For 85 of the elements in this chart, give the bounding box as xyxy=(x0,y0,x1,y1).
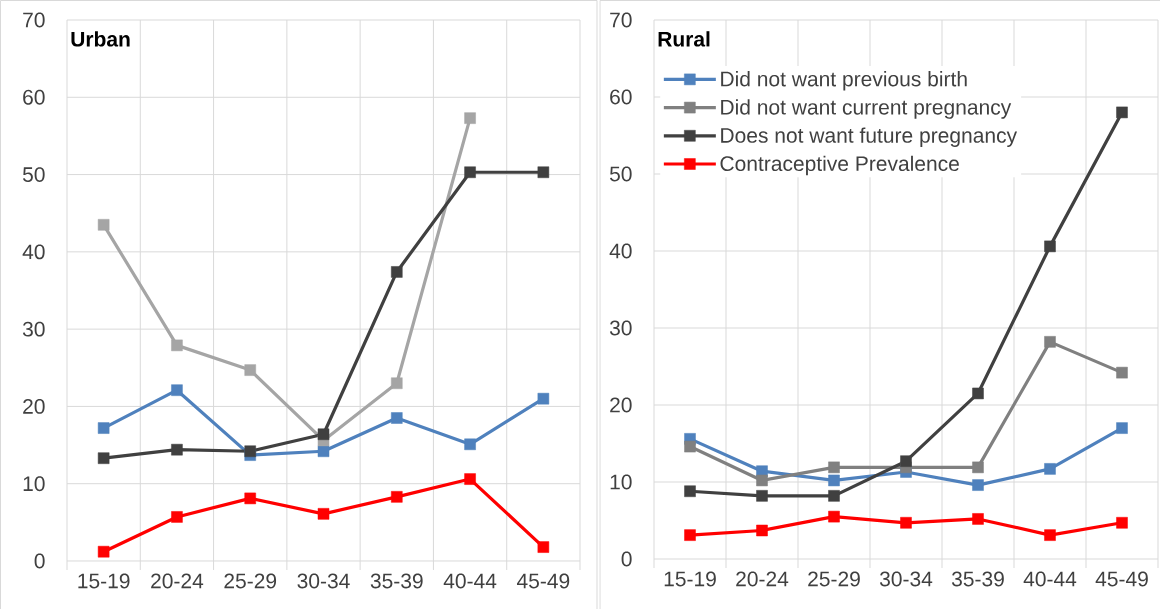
x-tick-label: 45-49 xyxy=(516,573,570,589)
point xyxy=(828,490,840,502)
point xyxy=(1044,529,1056,541)
x-tick-label: 30-34 xyxy=(879,571,933,587)
point xyxy=(684,440,696,453)
point xyxy=(391,491,403,503)
point xyxy=(317,508,330,520)
y-tick-label: 0 xyxy=(621,551,632,567)
point xyxy=(972,479,984,491)
x-tick-label: 20-24 xyxy=(736,571,789,587)
x-tick-label: 35-39 xyxy=(951,571,1004,587)
chart-title: Urban xyxy=(71,31,130,47)
point xyxy=(828,474,840,487)
legend-label: Contraceptive Prevalence xyxy=(720,155,959,176)
y-tick-label: 30 xyxy=(609,320,632,336)
y-tick-label: 70 xyxy=(23,12,45,28)
point xyxy=(317,428,330,440)
chart-title: Rural xyxy=(658,31,710,47)
y-tick-label: 20 xyxy=(23,398,45,414)
x-tick-label: 40-44 xyxy=(443,573,497,589)
point xyxy=(537,392,550,405)
point xyxy=(391,266,403,278)
point xyxy=(464,438,476,451)
point xyxy=(900,517,912,529)
point xyxy=(244,445,256,457)
y-tick-label: 50 xyxy=(22,167,45,182)
point xyxy=(756,524,768,537)
y-tick-label: 30 xyxy=(22,321,45,337)
point xyxy=(97,452,110,464)
point xyxy=(972,513,984,525)
point xyxy=(972,461,984,474)
point xyxy=(391,412,403,424)
point xyxy=(244,492,256,505)
point xyxy=(537,541,550,553)
point xyxy=(1044,336,1056,348)
point xyxy=(464,112,476,124)
y-tick-label: 10 xyxy=(610,474,632,490)
y-tick-label: 0 xyxy=(34,553,45,569)
point xyxy=(756,474,768,487)
point xyxy=(171,339,183,352)
legend-label: Did not want previous birth xyxy=(721,71,967,91)
x-tick-label: 15-19 xyxy=(78,573,130,589)
x-tick-label: 30-34 xyxy=(297,573,350,589)
point xyxy=(1116,422,1128,434)
x-tick-label: 40-44 xyxy=(1023,571,1077,587)
x-tick-label: 45-49 xyxy=(1095,571,1148,587)
point xyxy=(537,166,550,178)
x-tick-label: 20-24 xyxy=(151,573,204,589)
point xyxy=(97,545,110,558)
point xyxy=(828,510,840,523)
point xyxy=(756,490,768,502)
y-tick-label: 20 xyxy=(610,397,632,413)
y-tick-label: 60 xyxy=(610,89,632,105)
point xyxy=(391,377,403,389)
point xyxy=(171,511,183,523)
y-tick-label: 50 xyxy=(609,166,632,182)
point xyxy=(972,387,984,400)
y-tick-label: 10 xyxy=(23,476,45,492)
legend-label: Does not want future pregnancy xyxy=(721,127,1018,147)
legend-label: Did not want current pregnancy xyxy=(721,99,1012,119)
point xyxy=(171,443,183,456)
point xyxy=(464,473,476,485)
point xyxy=(900,455,912,467)
x-tick-label: 15-19 xyxy=(664,571,716,587)
y-tick-label: 70 xyxy=(610,12,632,28)
point xyxy=(684,529,696,541)
point xyxy=(1116,106,1128,119)
point xyxy=(1116,517,1128,529)
point xyxy=(97,219,110,231)
point xyxy=(317,445,330,457)
point xyxy=(464,166,476,178)
point xyxy=(97,422,110,434)
y-tick-label: 60 xyxy=(23,89,45,105)
point xyxy=(1044,240,1056,253)
y-tick-label: 40 xyxy=(22,244,45,260)
x-tick-label: 25-29 xyxy=(808,571,860,587)
y-tick-label: 40 xyxy=(609,243,632,259)
point xyxy=(828,461,840,474)
point xyxy=(684,485,696,497)
point xyxy=(1044,463,1056,475)
x-tick-label: 35-39 xyxy=(370,573,423,589)
x-tick-label: 25-29 xyxy=(224,573,277,589)
point xyxy=(1116,366,1128,379)
point xyxy=(244,364,256,376)
point xyxy=(171,384,183,396)
